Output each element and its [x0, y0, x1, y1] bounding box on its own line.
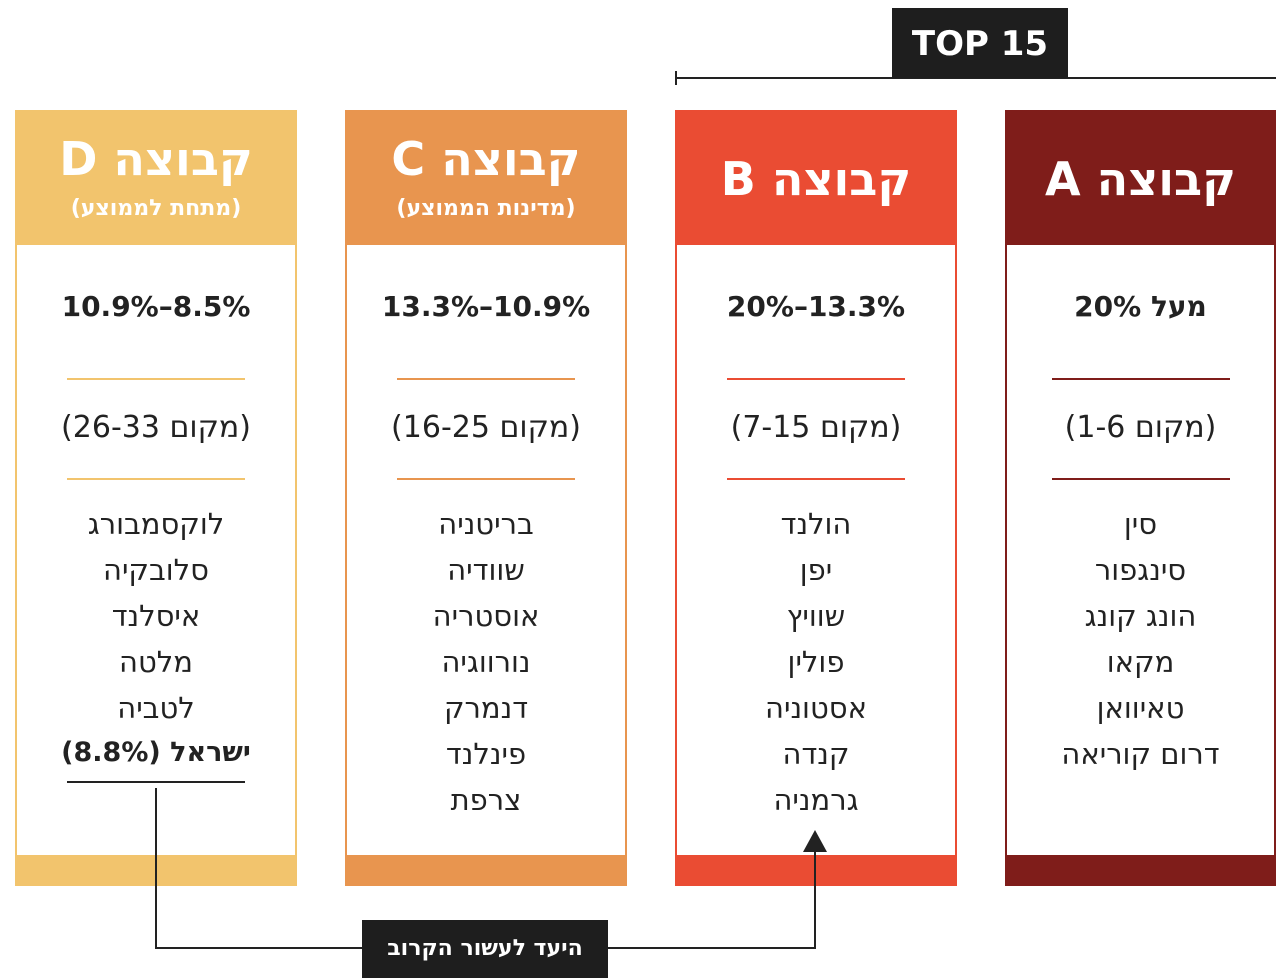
- country: פינלנד: [445, 737, 527, 771]
- group-header: קבוצה C (מדינות הממוצע): [345, 110, 627, 245]
- top-label: TOP 15: [892, 8, 1068, 78]
- country: שוויץ: [786, 599, 846, 633]
- connector-line: [155, 788, 362, 949]
- group-column: קבוצה D (מתחת לממוצע) 8.5%–10.9% (מקום 26-3…: [15, 110, 297, 886]
- divider: [67, 378, 245, 380]
- group-title: קבוצה B: [720, 152, 912, 206]
- group-title: קבוצה A: [1045, 152, 1236, 206]
- country: שוודיה: [447, 553, 525, 587]
- arrow-head: [803, 830, 827, 852]
- divider: [397, 478, 575, 480]
- highlighted-country: ישראל (8.8%): [61, 737, 251, 768]
- divider: [727, 378, 905, 380]
- country: דנמרק: [443, 691, 529, 725]
- country: גרמניה: [773, 783, 859, 817]
- country: טאיוואן: [1096, 691, 1185, 725]
- group-range: 13.3%–20%: [726, 290, 906, 323]
- group-subtitle: (מדינות הממוצע): [396, 196, 576, 221]
- country: מקאו: [1106, 645, 1175, 679]
- group-body: 10.9%–13.3% (מקום 16-25) בריטניה שוודיה אוסט…: [345, 245, 627, 855]
- top-tick: [675, 71, 677, 85]
- top-line: [675, 77, 1276, 79]
- country: אסטוניה: [765, 691, 867, 725]
- group-body: 13.3%–20% (מקום 7-15) הולנד יפן שוויץ פולין אס…: [675, 245, 957, 855]
- country: הונג קונג: [1084, 599, 1197, 633]
- country: לטביה: [117, 691, 195, 725]
- country: סינגפור: [1094, 553, 1187, 587]
- country: פולין: [787, 645, 845, 679]
- group-body: מעל 20% (מקום 1-6) סין סינגפור הונג קונג מקאו…: [1005, 245, 1276, 855]
- goal-label: היעד לעשור הקרוב: [362, 920, 608, 978]
- group-footer: [345, 855, 627, 886]
- country: מלטה: [119, 645, 193, 679]
- group-rank: (מקום 26-33): [61, 410, 251, 445]
- country: איסלנד: [111, 599, 201, 633]
- country: נורווגיה: [441, 645, 531, 679]
- group-range: מעל 20%: [1074, 290, 1207, 323]
- country: לוקסמבורג: [87, 507, 225, 541]
- group-rank: (מקום 7-15): [730, 410, 902, 445]
- group-header: קבוצה D (מתחת לממוצע): [15, 110, 297, 245]
- country: אוסטריה: [432, 599, 540, 633]
- country: בריטניה: [438, 507, 534, 541]
- group-title: קבוצה C: [391, 132, 581, 186]
- country: צרפת: [450, 783, 522, 817]
- divider: [397, 378, 575, 380]
- country: קנדה: [782, 737, 850, 771]
- group-body: 8.5%–10.9% (מקום 26-33) לוקסמבורג סלובקיה אי…: [15, 245, 297, 855]
- group-title: קבוצה D: [59, 132, 253, 186]
- group-range: 10.9%–13.3%: [381, 290, 591, 323]
- group-subtitle: (מתחת לממוצע): [70, 196, 242, 221]
- group-column: קבוצה C (מדינות הממוצע) 10.9%–13.3% (מקום 1…: [345, 110, 627, 886]
- divider: [1051, 478, 1230, 480]
- group-footer: [1005, 855, 1276, 886]
- group-column: קבוצה A מעל 20% (מקום 1-6) סין סינגפור הונג ק…: [1005, 110, 1276, 886]
- group-rank: (מקום 1-6): [1064, 410, 1217, 445]
- group-header: קבוצה A: [1005, 110, 1276, 245]
- country: הולנד: [780, 507, 852, 541]
- group-range: 8.5%–10.9%: [61, 290, 251, 323]
- group-rank: (מקום 16-25): [391, 410, 581, 445]
- divider: [67, 478, 245, 480]
- country: דרום קוריאה: [1061, 737, 1220, 771]
- divider: [727, 478, 905, 480]
- connector-line: [608, 850, 816, 949]
- country: סלובקיה: [103, 553, 209, 587]
- underline: [67, 781, 245, 783]
- group-column: קבוצה B 13.3%–20% (מקום 7-15) הולנד יפן שוויץ…: [675, 110, 957, 886]
- country: יפן: [799, 553, 833, 587]
- divider: [1051, 378, 1230, 380]
- group-header: קבוצה B: [675, 110, 957, 245]
- country: סין: [1123, 507, 1158, 541]
